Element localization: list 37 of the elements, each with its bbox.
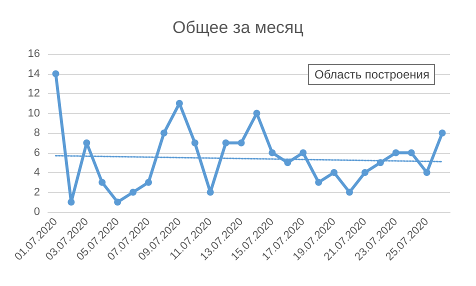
- point: [98, 178, 106, 186]
- point: [176, 100, 183, 107]
- point: [83, 139, 90, 146]
- point: [408, 149, 415, 156]
- y-tick-label: 10: [28, 107, 40, 120]
- y-tick-label: 0: [34, 206, 40, 218]
- point: [253, 110, 260, 117]
- annotation: Область построения: [314, 68, 430, 82]
- point: [423, 169, 430, 176]
- point: [438, 130, 446, 136]
- point: [268, 149, 276, 156]
- y-tick-label: 8: [34, 127, 40, 139]
- point: [315, 178, 322, 186]
- point: [284, 159, 292, 166]
- point: [222, 139, 230, 146]
- point: [206, 188, 214, 196]
- point: [346, 188, 353, 196]
- point: [238, 139, 245, 146]
- point: [68, 198, 75, 206]
- point: [114, 198, 122, 206]
- point: [191, 139, 198, 146]
- point: [361, 169, 368, 176]
- chart-title: Общее за месяц: [172, 18, 304, 37]
- y-tick-label: 4: [34, 166, 40, 178]
- point: [376, 159, 384, 166]
- point: [330, 169, 338, 176]
- y-tick-label: 12: [28, 88, 40, 100]
- point: [392, 149, 400, 156]
- point: [300, 149, 307, 156]
- point: [160, 130, 168, 136]
- point: [52, 70, 60, 78]
- y-tick-label: 14: [28, 68, 40, 80]
- y-tick-label: 2: [34, 186, 40, 198]
- y-tick-label: 16: [28, 48, 40, 60]
- point: [145, 178, 152, 186]
- y-tick-label: 6: [34, 146, 40, 159]
- point: [130, 188, 137, 196]
